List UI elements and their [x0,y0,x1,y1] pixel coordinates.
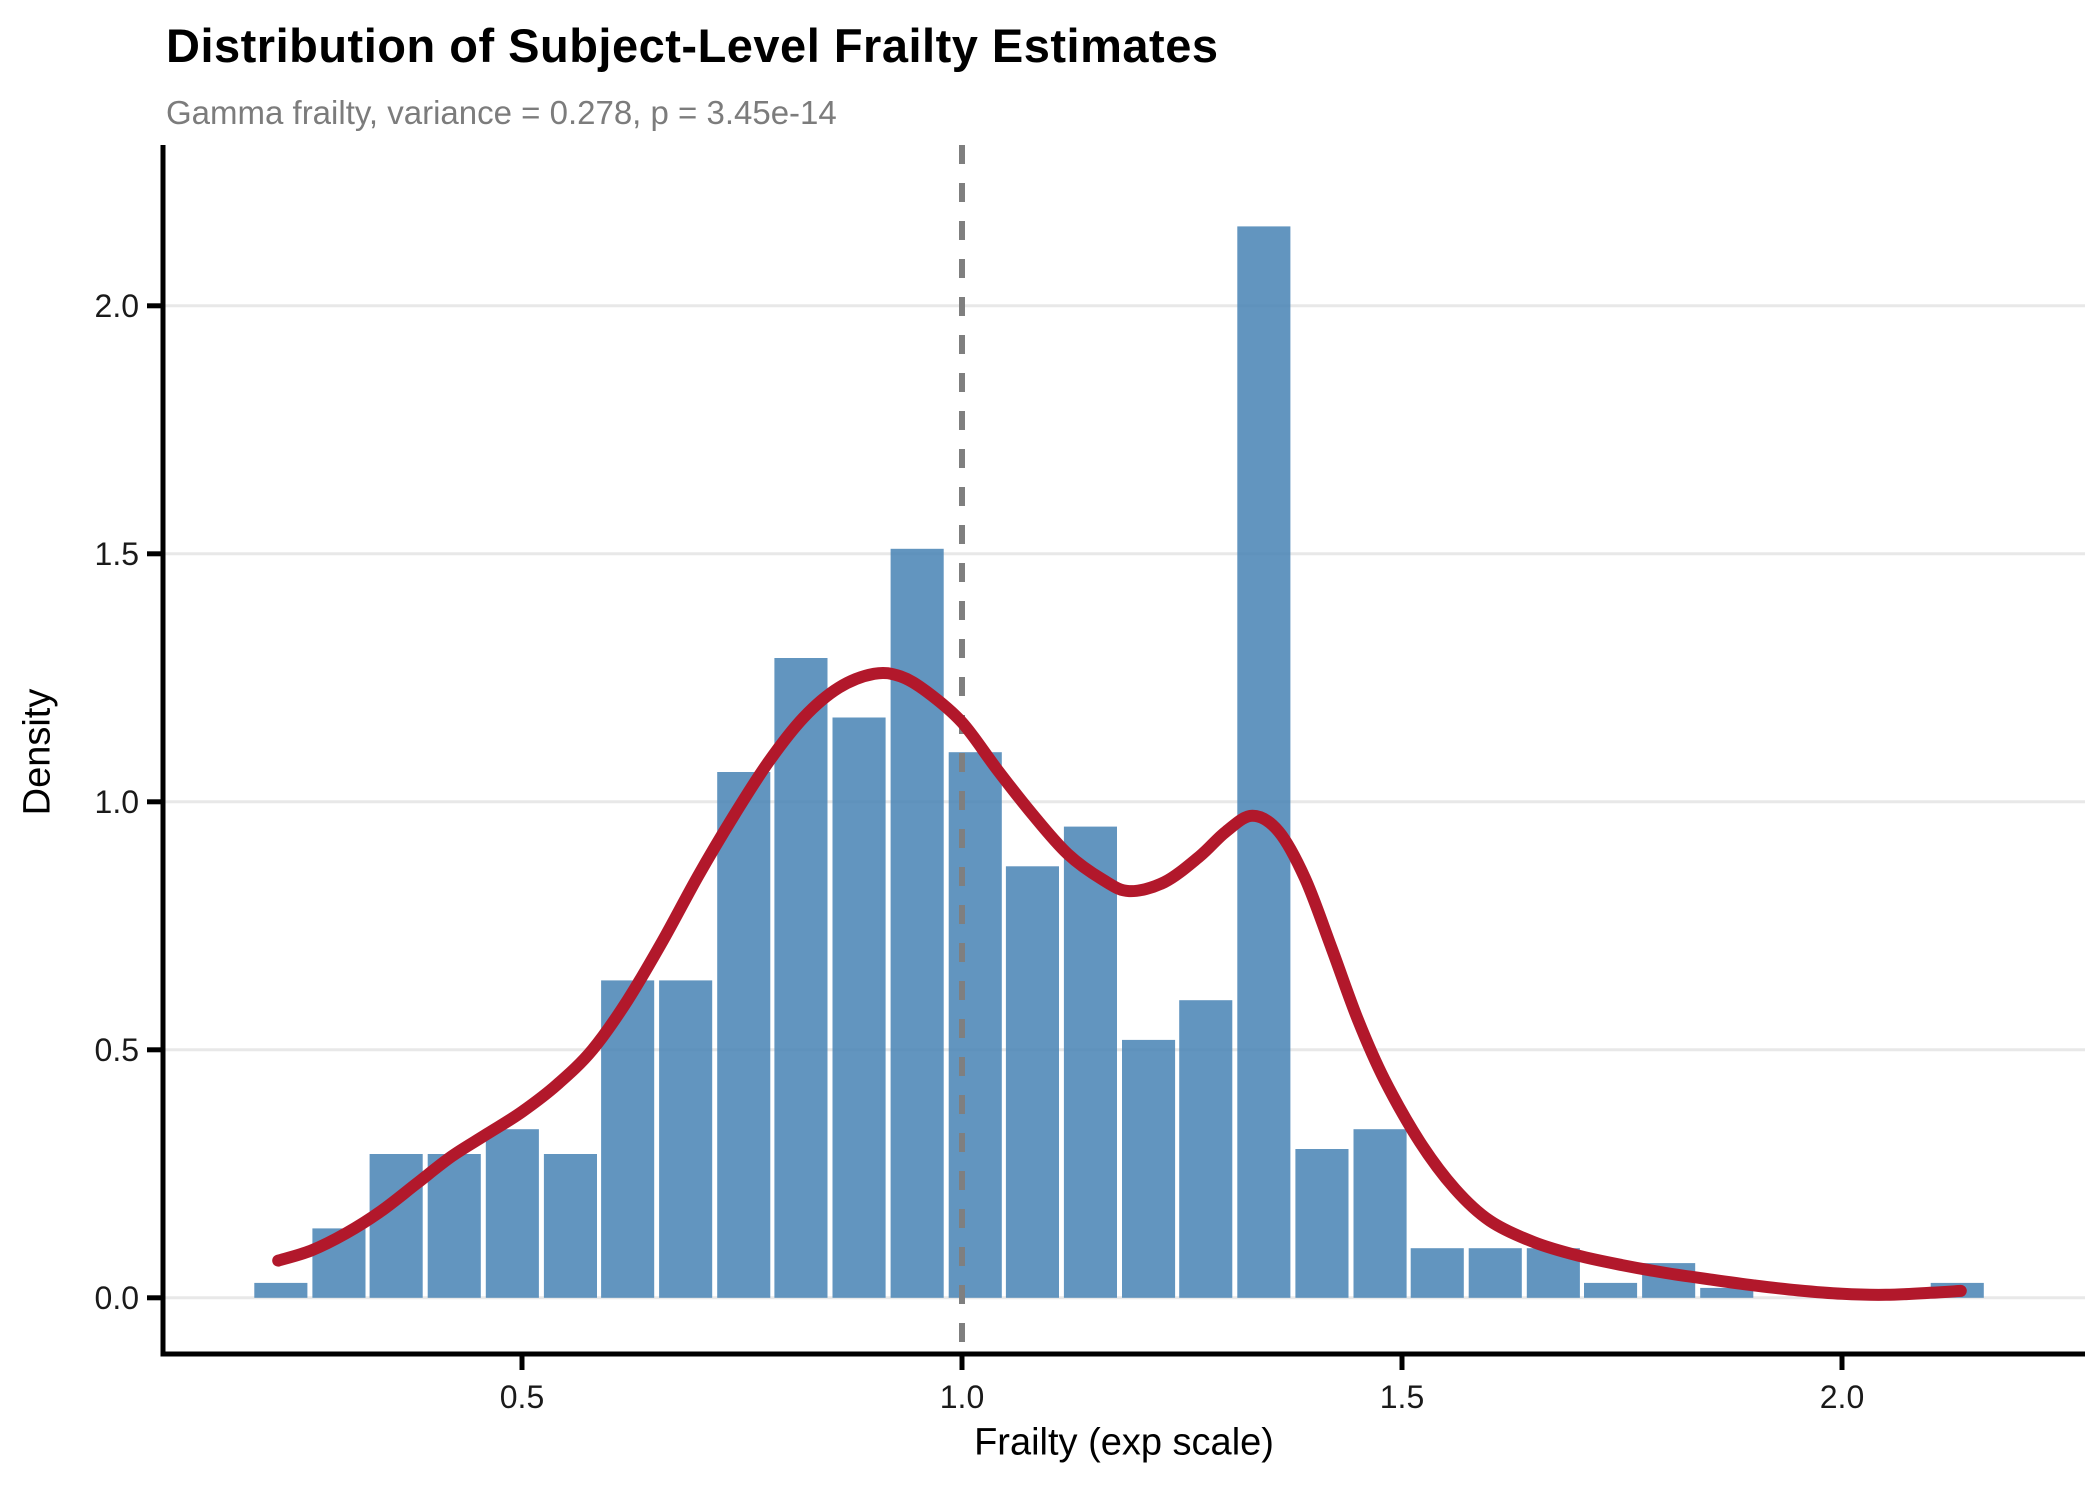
histogram-bar [1237,226,1291,1298]
histogram-bar [890,548,944,1298]
chart-subtitle: Gamma frailty, variance = 0.278, p = 3.4… [166,94,837,131]
histogram-bar [774,658,828,1298]
histogram-bar [1353,1129,1407,1298]
histogram-bar [427,1154,481,1298]
histogram-bar [1179,1000,1233,1298]
x-tick-label: 0.5 [500,1379,544,1415]
histogram-bar [948,752,1002,1298]
chart-title: Distribution of Subject-Level Frailty Es… [166,19,1219,72]
histogram-bar [717,772,771,1298]
y-axis-title: Density [16,688,59,816]
histogram-bar [1005,866,1059,1298]
y-tick-label: 1.0 [95,784,139,820]
histogram-bar [1063,826,1117,1298]
histogram-bar [1700,1287,1754,1298]
histogram-bar [1584,1282,1638,1298]
histogram-bar [659,980,713,1298]
x-tick-label: 1.0 [940,1379,984,1415]
y-tick-label: 1.5 [95,536,139,572]
y-tick-label: 2.0 [95,288,139,324]
x-tick-label: 2.0 [1820,1379,1864,1415]
histogram-bar [1410,1248,1464,1298]
y-tick-label: 0.0 [95,1280,139,1316]
histogram-bar [254,1282,308,1298]
histogram-bar [485,1129,539,1298]
density-curve [272,666,1967,1301]
histogram-bar [369,1154,423,1298]
y-tick-label: 0.5 [95,1032,139,1068]
histogram-bar [1295,1149,1349,1298]
histogram-bar [1468,1248,1522,1298]
x-axis-title: Frailty (exp scale) [974,1421,1274,1464]
x-tick-label: 1.5 [1380,1379,1424,1415]
histogram-bar [1122,1039,1176,1298]
histogram-bar [543,1154,597,1298]
histogram-bar [832,717,886,1298]
